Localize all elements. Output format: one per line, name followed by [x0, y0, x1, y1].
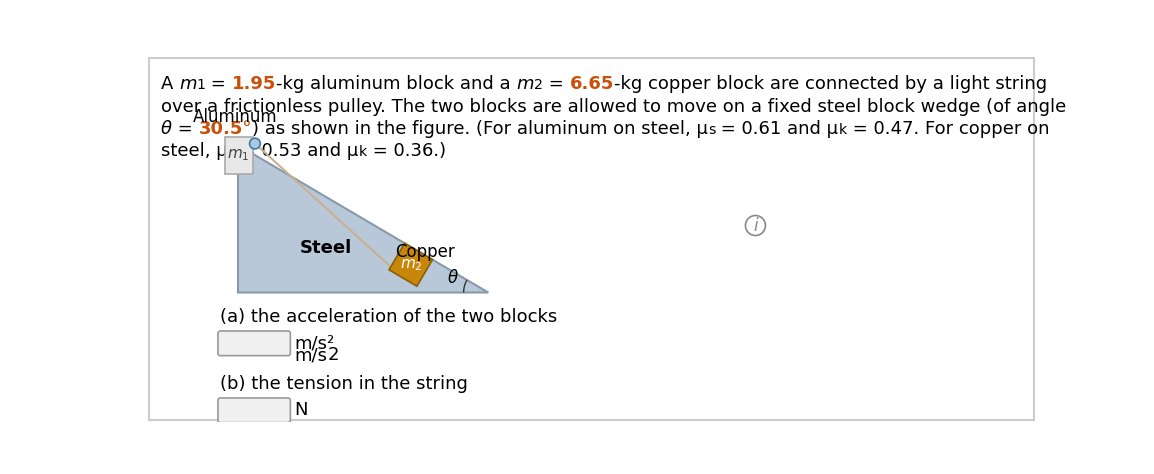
Text: Aluminum: Aluminum — [193, 108, 277, 126]
Polygon shape — [389, 243, 433, 286]
Text: s: s — [227, 145, 235, 159]
Text: =: = — [205, 75, 232, 93]
Text: 2: 2 — [534, 78, 544, 92]
FancyBboxPatch shape — [218, 398, 291, 423]
Text: k: k — [838, 123, 847, 137]
Text: 1: 1 — [196, 78, 205, 92]
Text: 2: 2 — [328, 346, 339, 365]
Circle shape — [249, 138, 261, 149]
Circle shape — [745, 216, 765, 236]
Text: m: m — [517, 75, 534, 93]
Text: θ: θ — [448, 269, 458, 287]
Text: 6.65: 6.65 — [570, 75, 614, 93]
Text: =: = — [544, 75, 570, 93]
Polygon shape — [238, 145, 488, 292]
Text: 30.5°: 30.5° — [198, 120, 252, 138]
Text: Steel: Steel — [299, 239, 352, 257]
Text: = 0.53 and μ: = 0.53 and μ — [235, 142, 359, 160]
Text: ) as shown in the figure. (For aluminum on steel, μ: ) as shown in the figure. (For aluminum … — [252, 120, 707, 138]
Text: 1.95: 1.95 — [232, 75, 276, 93]
Text: A: A — [162, 75, 179, 93]
Text: k: k — [359, 145, 367, 159]
Text: m: m — [179, 75, 196, 93]
Text: $m_2$: $m_2$ — [399, 257, 422, 273]
Text: steel, μ: steel, μ — [162, 142, 227, 160]
Text: over a frictionless pulley. The two blocks are allowed to move on a fixed steel : over a frictionless pulley. The two bloc… — [162, 98, 1066, 116]
Text: -kg copper block are connected by a light string: -kg copper block are connected by a ligh… — [614, 75, 1047, 93]
Text: θ: θ — [162, 120, 172, 138]
Text: = 0.47. For copper on: = 0.47. For copper on — [847, 120, 1049, 138]
Text: = 0.36.): = 0.36.) — [367, 142, 445, 160]
Text: $m_1$: $m_1$ — [227, 147, 250, 163]
Text: -kg aluminum block and a: -kg aluminum block and a — [276, 75, 517, 93]
FancyBboxPatch shape — [218, 331, 291, 356]
Text: i: i — [754, 217, 758, 235]
Text: s: s — [707, 123, 715, 137]
Text: m/s²: m/s² — [294, 334, 335, 352]
Bar — [225, 137, 253, 173]
Text: Copper: Copper — [395, 243, 455, 261]
Text: (a) the acceleration of the two blocks: (a) the acceleration of the two blocks — [220, 308, 557, 326]
Text: =: = — [172, 120, 198, 138]
Text: m/s: m/s — [294, 346, 328, 365]
Text: N: N — [294, 401, 308, 419]
Text: = 0.61 and μ: = 0.61 and μ — [715, 120, 838, 138]
Text: (b) the tension in the string: (b) the tension in the string — [220, 375, 469, 393]
